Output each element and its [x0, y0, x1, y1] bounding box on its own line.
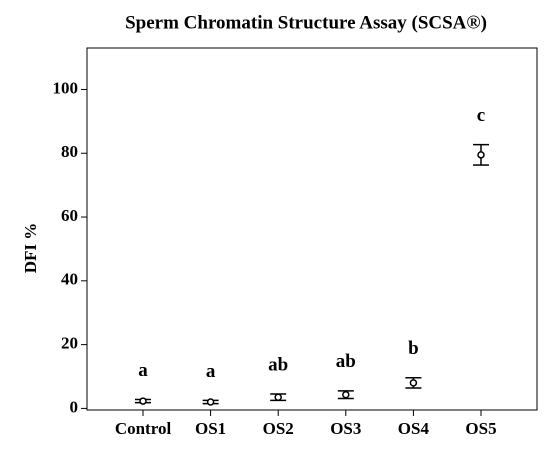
x-tick-label: OS5	[465, 419, 496, 438]
y-tick-label: 80	[61, 142, 78, 161]
y-tick-label: 100	[53, 78, 79, 97]
group-letter: a	[206, 361, 216, 382]
y-axis-label: DFI %	[21, 223, 40, 274]
mean-point	[409, 379, 418, 387]
group-letter: c	[477, 105, 485, 126]
x-tick-label: OS2	[263, 419, 294, 438]
group-letter: a	[138, 360, 148, 381]
y-tick-label: 0	[70, 397, 79, 416]
x-tick-label: OS3	[330, 419, 361, 438]
y-tick-label: 20	[61, 334, 78, 353]
y-tick-label: 40	[61, 270, 78, 289]
mean-point	[139, 397, 147, 405]
plot-frame	[86, 47, 538, 411]
mean-point	[206, 398, 215, 406]
group-letter: ab	[336, 351, 356, 372]
mean-point	[274, 393, 282, 401]
chart-title: Sperm Chromatin Structure Assay (SCSA®)	[125, 12, 487, 33]
x-tick-label: OS4	[398, 419, 430, 438]
y-tick-label: 60	[61, 206, 78, 225]
x-tick-label: OS1	[195, 419, 226, 438]
x-tick-label: Control	[115, 419, 172, 438]
mean-point	[477, 151, 485, 159]
group-letter: ab	[268, 354, 288, 375]
group-letter: b	[408, 338, 419, 359]
mean-point	[342, 390, 350, 399]
